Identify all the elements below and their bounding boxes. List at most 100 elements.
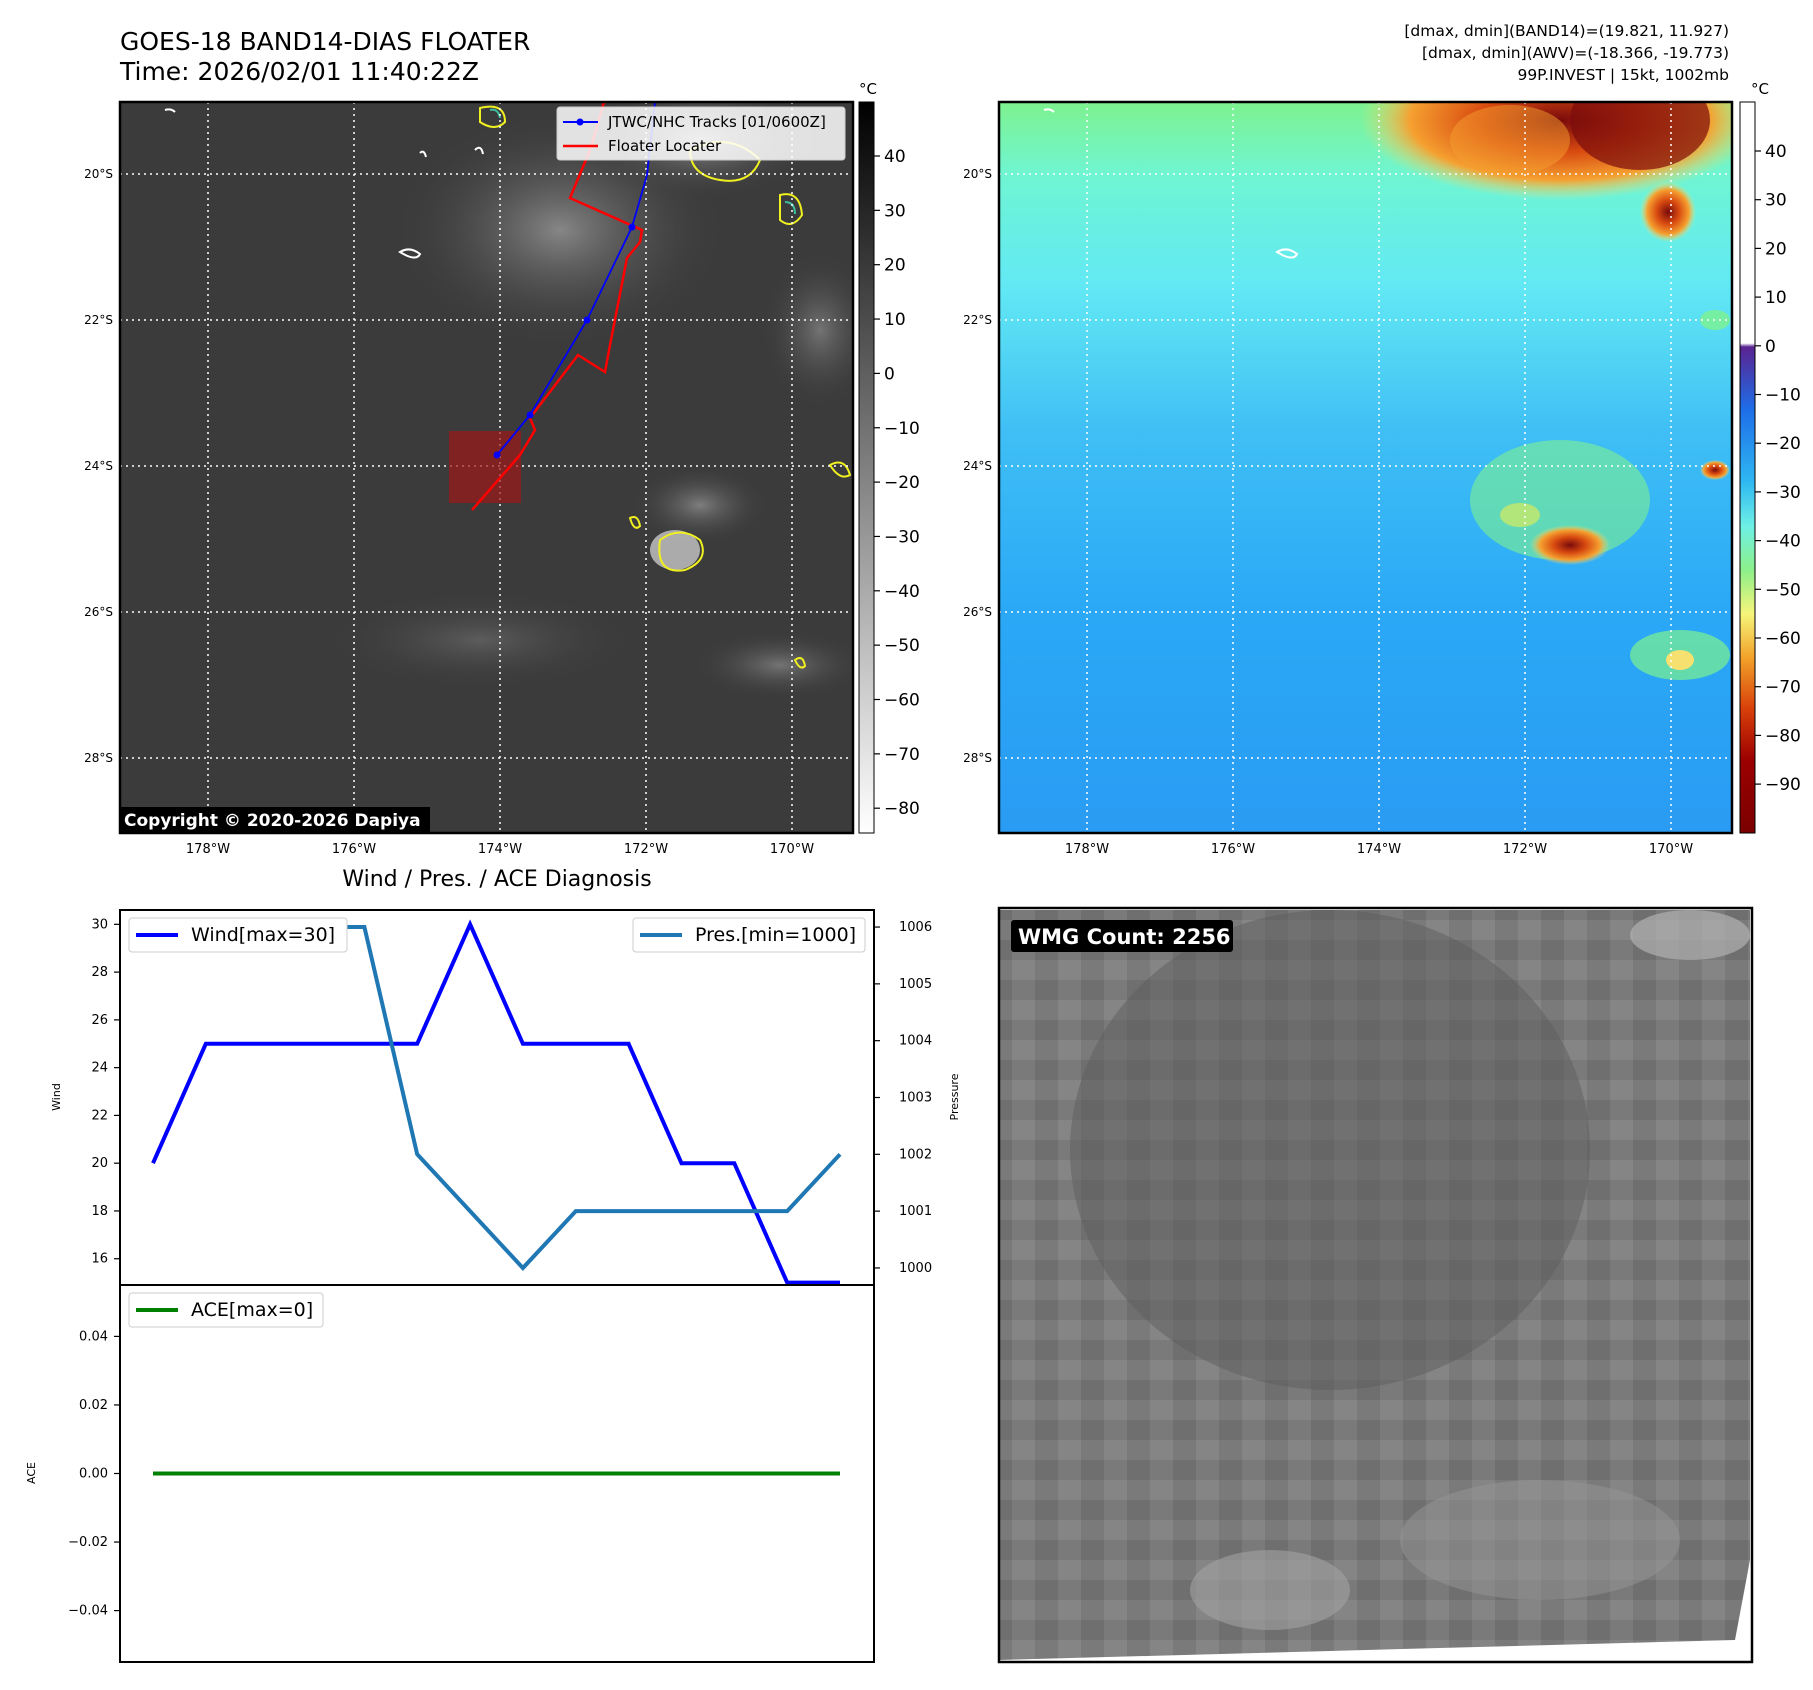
left-lat-labels: 20°S 22°S 24°S 26°S 28°S <box>84 167 113 765</box>
pressure-tick-label: 1000 <box>899 1261 932 1276</box>
pressure-tick-label: 1003 <box>899 1091 932 1106</box>
gray-colorbar-tick-label: −30 <box>884 527 920 547</box>
color-colorbar-tick-label: −70 <box>1765 678 1801 698</box>
pressure-tick-label: 1006 <box>899 920 932 935</box>
svg-text:174°W: 174°W <box>1357 842 1401 857</box>
wind-tick-label: 18 <box>91 1204 108 1219</box>
legend-track-label: JTWC/NHC Tracks [01/0600Z] <box>607 113 826 131</box>
right-lat-labels: 20°S 22°S 24°S 26°S 28°S <box>963 167 992 765</box>
band14-map-panel: JTWC/NHC Tracks [01/0600Z] Floater Locat… <box>84 80 920 857</box>
gray-colorbar-tick-label: 10 <box>884 310 906 330</box>
copyright-text: Copyright © 2020-2026 Dapiya <box>124 811 421 831</box>
right-lon-labels: 178°W 176°W 174°W 172°W 170°W <box>1065 842 1693 857</box>
ace-tick-label: 0.02 <box>79 1398 108 1413</box>
ace-axis-ticks: 0.04 0.02 0.00 −0.02 −0.04 <box>68 1329 120 1619</box>
gray-colorbar-tick-label: −60 <box>884 691 920 711</box>
floater-locater-track <box>471 102 644 511</box>
awv-gridlines <box>999 102 1732 833</box>
svg-text:172°W: 172°W <box>1503 842 1547 857</box>
svg-text:22°S: 22°S <box>84 313 113 327</box>
color-colorbar-tick-label: −30 <box>1765 483 1801 503</box>
svg-text:26°S: 26°S <box>963 605 992 619</box>
timestamp: Time: 2026/02/01 11:40:22Z <box>120 57 479 86</box>
gray-colorbar-tick-label: −10 <box>884 419 920 439</box>
wind-series-line <box>151 919 840 1285</box>
svg-text:28°S: 28°S <box>84 751 113 765</box>
wind-legend-label: Wind[max=30] <box>191 924 335 946</box>
pressure-legend: Pres.[min=1000] <box>632 917 866 953</box>
ace-axis-label: ACE <box>25 1462 38 1484</box>
color-colorbar-tick-label: −60 <box>1765 629 1801 649</box>
gray-colorbar-tick-label: 0 <box>884 364 895 384</box>
ace-panel: 0.04 0.02 0.00 −0.02 −0.04 ACE ACE[max=0] <box>25 1284 875 1663</box>
ace-tick-label: −0.04 <box>68 1604 108 1619</box>
color-colorbar-tick-label: −20 <box>1765 434 1801 454</box>
gray-colorbar-tick-label: −80 <box>884 799 920 819</box>
wmg-count-text: WMG Count: 2256 <box>1018 925 1231 949</box>
wind-tick-label: 28 <box>91 965 108 980</box>
ace-tick-label: −0.02 <box>68 1535 108 1550</box>
wmg-panel: WMG Count: 2256 <box>997 906 1754 1664</box>
color-colorbar-unit: °C <box>1751 80 1769 98</box>
awv-map-panel: 20°S 22°S 24°S 26°S 28°S 178°W 176°W 174… <box>963 80 1801 857</box>
gray-colorbar <box>858 101 875 834</box>
wind-legend: Wind[max=30] <box>128 917 348 953</box>
gray-colorbar-tick-label: −40 <box>884 582 920 602</box>
svg-text:24°S: 24°S <box>84 459 113 473</box>
color-colorbar-tick-label: 10 <box>1765 288 1787 308</box>
legend-locater-label: Floater Locater <box>608 137 722 155</box>
ace-legend: ACE[max=0] <box>128 1292 324 1328</box>
info-line-1: [dmax, dmin](BAND14)=(19.821, 11.927) <box>1404 22 1729 40</box>
gray-colorbar-tick-label: −50 <box>884 636 920 656</box>
ace-legend-label: ACE[max=0] <box>191 1299 313 1321</box>
wmg-count-badge <box>1011 920 1233 952</box>
ace-tick-label: 0.00 <box>79 1467 108 1482</box>
pressure-axis-label: Pressure <box>948 1073 961 1120</box>
info-line-3: 99P.INVEST | 15kt, 1002mb <box>1517 66 1729 84</box>
wind-tick-label: 22 <box>91 1108 108 1123</box>
gray-colorbar-tick-label: 30 <box>884 201 906 221</box>
color-colorbar-tick-label: −40 <box>1765 532 1801 552</box>
color-colorbar-tick-label: 40 <box>1765 142 1787 162</box>
svg-text:172°W: 172°W <box>624 842 668 857</box>
color-colorbar <box>1739 101 1756 834</box>
wind-tick-label: 16 <box>91 1252 108 1267</box>
color-colorbar-tick-label: −10 <box>1765 386 1801 406</box>
svg-text:26°S: 26°S <box>84 605 113 619</box>
gray-colorbar-unit: °C <box>859 80 877 98</box>
ace-tick-label: 0.04 <box>79 1329 108 1344</box>
map-legend: JTWC/NHC Tracks [01/0600Z] Floater Locat… <box>556 106 846 161</box>
wind-axis-label: Wind <box>50 1083 63 1111</box>
svg-text:174°W: 174°W <box>478 842 522 857</box>
color-colorbar-tick-label: 30 <box>1765 191 1787 211</box>
color-colorbar-tick-label: 20 <box>1765 239 1787 259</box>
chart-title: GOES-18 BAND14-DIAS FLOATER <box>120 27 531 56</box>
pressure-legend-label: Pres.[min=1000] <box>695 924 856 946</box>
color-colorbar-tick-label: −90 <box>1765 775 1801 795</box>
pressure-axis-ticks: 1000 1001 1002 1003 1004 1005 1006 <box>874 920 932 1276</box>
awv-features <box>1043 102 1732 680</box>
pressure-series-line <box>153 925 842 1271</box>
svg-text:20°S: 20°S <box>963 167 992 181</box>
svg-text:170°W: 170°W <box>1649 842 1693 857</box>
copyright-badge <box>120 807 430 833</box>
svg-text:22°S: 22°S <box>963 313 992 327</box>
color-colorbar-tick-label: 0 <box>1765 337 1776 357</box>
jtwc-track <box>496 102 656 456</box>
svg-text:28°S: 28°S <box>963 751 992 765</box>
pressure-tick-label: 1005 <box>899 977 932 992</box>
gray-colorbar-tick-label: −20 <box>884 473 920 493</box>
pressure-tick-label: 1002 <box>899 1147 932 1162</box>
svg-text:178°W: 178°W <box>186 842 230 857</box>
wind-tick-label: 24 <box>91 1061 108 1076</box>
svg-text:176°W: 176°W <box>1211 842 1255 857</box>
info-line-2: [dmax, dmin](AWV)=(-18.366, -19.773) <box>1422 44 1729 62</box>
gray-colorbar-tick-label: −70 <box>884 745 920 765</box>
wind-tick-label: 20 <box>91 1156 108 1171</box>
wind-axis-ticks: 16 18 20 22 24 26 28 30 <box>91 917 120 1267</box>
gray-colorbar-tick-label: 20 <box>884 256 906 276</box>
pressure-tick-label: 1004 <box>899 1034 932 1049</box>
color-colorbar-ticks: 40 30 20 10 0 −10 −20 −30 −40 −50 −60 −70 −80 −90 <box>1755 142 1801 795</box>
